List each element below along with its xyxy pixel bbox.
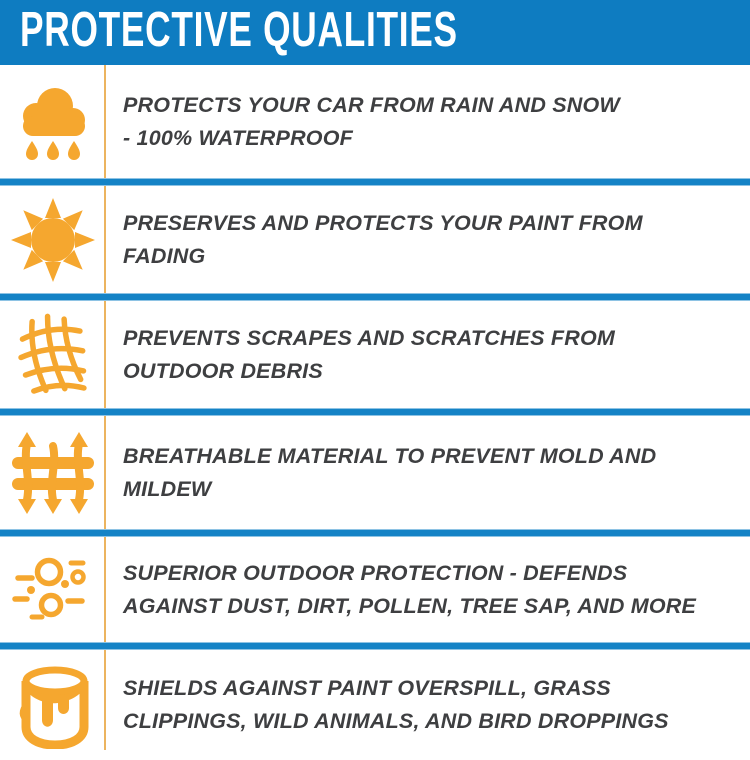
feature-text: PREVENTS SCRAPES AND SCRATCHES FROM OUTD… — [105, 301, 750, 408]
mesh-net-icon — [0, 301, 105, 408]
feature-row-breathable: BREATHABLE MATERIAL TO PREVENT MOLD AND … — [0, 416, 750, 529]
row-divider — [0, 529, 750, 537]
feature-text-line: - 100% WATERPROOF — [123, 125, 353, 150]
feature-text-line: BREATHABLE MATERIAL TO PREVENT MOLD AND — [123, 443, 657, 468]
row-divider — [0, 178, 750, 186]
row-divider — [0, 408, 750, 416]
page-title: PROTECTIVE QUALITIES — [20, 3, 458, 57]
dust-particles-icon — [0, 537, 105, 642]
feature-text-line: FADING — [123, 243, 206, 268]
feature-text-line: PRESERVES AND PROTECTS YOUR PAINT FROM — [123, 210, 643, 235]
paint-bucket-icon — [0, 650, 105, 760]
feature-text: PROTECTS YOUR CAR FROM RAIN AND SNOW - 1… — [105, 65, 750, 178]
feature-text-line: OUTDOOR DEBRIS — [123, 358, 323, 383]
breathable-weave-icon — [0, 416, 105, 529]
rain-cloud-icon — [0, 65, 105, 178]
feature-row-waterproof: PROTECTS YOUR CAR FROM RAIN AND SNOW - 1… — [0, 65, 750, 178]
sun-icon — [0, 186, 105, 293]
feature-text-line: SUPERIOR OUTDOOR PROTECTION - DEFENDS — [123, 560, 628, 585]
feature-text-line: MILDEW — [123, 476, 212, 501]
feature-row-outdoor-protection: SUPERIOR OUTDOOR PROTECTION - DEFENDS AG… — [0, 537, 750, 642]
feature-text-line: PROTECTS YOUR CAR FROM RAIN AND SNOW — [123, 92, 620, 117]
feature-text-line: AGAINST DUST, DIRT, POLLEN, TREE SAP, AN… — [123, 593, 697, 618]
feature-text: PRESERVES AND PROTECTS YOUR PAINT FROM F… — [105, 186, 750, 293]
feature-row-scratches: PREVENTS SCRAPES AND SCRATCHES FROM OUTD… — [0, 301, 750, 408]
row-divider — [0, 293, 750, 301]
feature-text-line: PREVENTS SCRAPES AND SCRATCHES FROM — [123, 325, 615, 350]
feature-text-line: CLIPPINGS, WILD ANIMALS, AND BIRD DROPPI… — [123, 709, 669, 733]
feature-row-fading: PRESERVES AND PROTECTS YOUR PAINT FROM F… — [0, 186, 750, 293]
feature-text: SHIELDS AGAINST PAINT OVERSPILL, GRASS C… — [105, 650, 750, 760]
feature-list: PROTECTS YOUR CAR FROM RAIN AND SNOW - 1… — [0, 65, 750, 760]
feature-row-shields: SHIELDS AGAINST PAINT OVERSPILL, GRASS C… — [0, 650, 750, 760]
feature-text: BREATHABLE MATERIAL TO PREVENT MOLD AND … — [105, 416, 750, 529]
header-banner: PROTECTIVE QUALITIES — [0, 0, 750, 65]
feature-text-line: SHIELDS AGAINST PAINT OVERSPILL, GRASS — [123, 676, 611, 700]
vertical-rule — [104, 65, 106, 750]
row-divider — [0, 642, 750, 650]
feature-text: SUPERIOR OUTDOOR PROTECTION - DEFENDS AG… — [105, 537, 750, 642]
